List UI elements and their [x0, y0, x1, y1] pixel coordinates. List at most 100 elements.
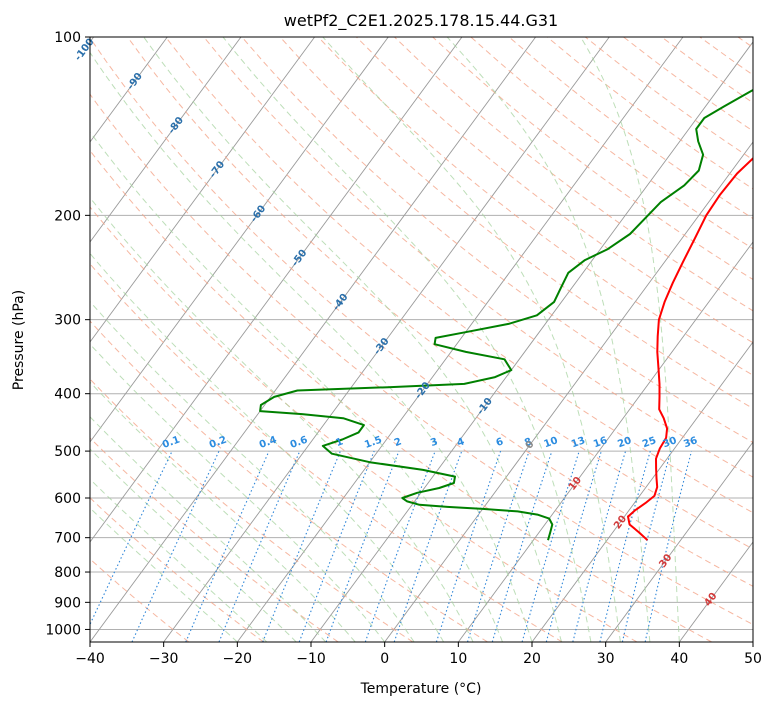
- plot-frame: [89, 36, 754, 643]
- temperature-profile-line: [627, 156, 753, 541]
- moist-adiabat-line: [90, 343, 386, 642]
- moist-adiabat-line: [222, 37, 592, 642]
- moist-adiabat-line: [90, 51, 533, 642]
- isotherm-label: 20: [612, 514, 629, 532]
- mixing-ratio-line: [521, 450, 580, 642]
- dry-adiabat-line: [90, 37, 753, 587]
- isotherm-label: 40: [702, 591, 719, 609]
- dry-adiabat-line: [623, 37, 753, 132]
- isotherm-line: [90, 37, 168, 143]
- x-axis-label: Temperature (°C): [360, 681, 482, 697]
- mixing-ratio-label: 0.4: [258, 435, 278, 451]
- mixing-ratio-label: 0.1: [161, 435, 181, 451]
- chart-title: wetPf2_C2E1.2025.178.15.44.G31: [284, 11, 558, 31]
- mixing-ratio-label: 36: [682, 435, 699, 450]
- y-tick-label: 200: [54, 208, 81, 224]
- isotherm-line: [605, 441, 753, 642]
- profile-lines: [259, 88, 753, 541]
- moist-adiabat-line: [90, 448, 297, 642]
- isotherm-line: [531, 341, 753, 642]
- moist-adiabat-line: [90, 300, 415, 642]
- mixing-ratio-label: 25: [641, 435, 658, 450]
- x-tick-label: −40: [75, 651, 105, 667]
- x-tick-label: 0: [380, 651, 389, 667]
- mixing-ratio-label: 8: [523, 436, 533, 449]
- x-tick-label: 20: [523, 651, 541, 667]
- isotherm-line: [90, 37, 463, 543]
- isotherm-label: -50: [290, 248, 310, 269]
- moist-adiabat-line: [580, 37, 680, 642]
- isotherm-label: -90: [125, 71, 145, 92]
- isotherm-line: [752, 641, 753, 642]
- moist-adiabat-line: [90, 507, 238, 642]
- mixing-ratio-label: 1.5: [363, 435, 383, 451]
- dry-adiabat-line: [699, 37, 753, 76]
- isotherm-label: -30: [372, 336, 392, 357]
- y-axis-label: Pressure (hPa): [11, 290, 27, 390]
- isotherm-label: 30: [657, 552, 674, 570]
- isotherm-label: 0: [524, 439, 537, 451]
- mixing-ratio-label: 6: [495, 436, 505, 449]
- dry-adiabat-line: [546, 37, 753, 190]
- mixing-ratio-line: [466, 450, 530, 642]
- dry-adiabat-line: [90, 263, 563, 642]
- mixing-ratio-line: [572, 450, 627, 642]
- isotherm-line: [457, 241, 753, 642]
- background-grid: [90, 37, 753, 642]
- mixing-ratio-line: [218, 450, 301, 642]
- isotherm-line: [384, 141, 753, 642]
- isotherm-line: [90, 37, 242, 243]
- mixing-ratio-line: [621, 450, 672, 642]
- isotherm-label: -70: [208, 159, 228, 180]
- mixing-ratio-line: [90, 450, 173, 626]
- dry-adiabat-line: [90, 206, 638, 642]
- mixing-ratio-label: 16: [592, 435, 609, 450]
- mixing-ratio-line: [364, 450, 436, 642]
- mixing-ratio-line: [262, 450, 341, 642]
- mixing-ratio-line: [185, 450, 270, 642]
- isotherm-label: -60: [249, 203, 269, 224]
- iso-line-labels: 0.1 0.2 0.4 0.6 1 1.5 2 3 4 6 8 10 13 16 20 25 30 36-100-…: [73, 37, 720, 609]
- y-tick-label: 700: [54, 531, 81, 547]
- y-tick-label: 600: [54, 491, 81, 507]
- dry-adiabat-line: [90, 320, 488, 642]
- mixing-ratio-line: [435, 450, 502, 642]
- y-tick-label: 400: [54, 387, 81, 403]
- dry-adiabat-line: [90, 378, 414, 642]
- isotherm-line: [90, 37, 537, 642]
- mixing-ratio-line: [644, 450, 693, 642]
- mixing-ratio-line: [325, 450, 400, 642]
- isotherm-line: [90, 37, 316, 343]
- dewpoint-profile-line: [259, 88, 753, 541]
- y-tick-label: 800: [54, 565, 81, 581]
- mixing-ratio-line: [298, 450, 375, 642]
- dry-adiabat-line: [661, 37, 753, 104]
- isotherm-line: [678, 541, 753, 642]
- mixing-ratio-label: 1: [334, 436, 344, 449]
- moist-adiabat-line: [90, 478, 268, 642]
- mixing-ratio-label: 0.2: [208, 435, 228, 451]
- moist-adiabat-line: [322, 37, 621, 642]
- dry-adiabat-line: [127, 37, 753, 550]
- dry-adiabat-line: [279, 37, 753, 410]
- moist-adiabat-line: [90, 252, 445, 642]
- isotherm-label: 10: [567, 475, 584, 493]
- moist-adiabat-line: [90, 196, 474, 642]
- y-axis-ticks: 100 200 300 400 500 600 700 800 900 1000: [45, 30, 90, 638]
- moist-adiabat-line: [446, 37, 651, 642]
- dry-adiabat-line: [90, 497, 264, 642]
- x-tick-label: 40: [670, 651, 688, 667]
- isotherm-line: [163, 37, 610, 642]
- dry-adiabat-line: [90, 93, 753, 626]
- dry-adiabat-line: [737, 37, 753, 49]
- mixing-ratio-label: 10: [543, 435, 560, 450]
- y-tick-label: 1000: [45, 622, 81, 638]
- isotherm-label: -80: [166, 115, 186, 136]
- isotherm-label: -40: [331, 292, 351, 313]
- isotherm-line: [310, 41, 753, 642]
- mixing-ratio-label: 2: [393, 436, 403, 449]
- isotherm-line: [236, 37, 684, 642]
- y-tick-label: 300: [54, 313, 81, 329]
- mixing-ratio-label: 30: [661, 435, 678, 450]
